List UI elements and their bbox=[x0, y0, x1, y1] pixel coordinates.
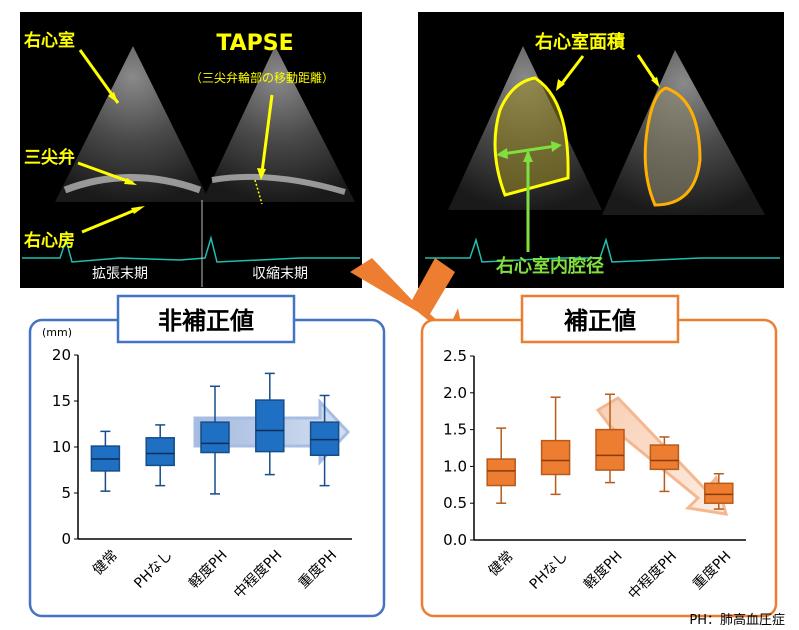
label-rv-area: 右心室面積 bbox=[535, 31, 626, 53]
tapse-subtitle: （三尖弁輪部の移動距離） bbox=[190, 70, 334, 85]
caption-end-systole: 収縮末期 bbox=[252, 266, 308, 282]
chart-title-uncorrected: 非補正値 bbox=[158, 307, 254, 335]
y-tick-label: 1.5 bbox=[443, 421, 467, 439]
box-中程度PH bbox=[649, 444, 680, 471]
caption-end-diastole: 拡張末期 bbox=[92, 266, 148, 282]
y-tick-label: 5 bbox=[61, 484, 71, 502]
box-軽度PH bbox=[200, 421, 230, 454]
y-tick-label: 0.0 bbox=[443, 531, 467, 549]
echo-panel-left: 右心室 三尖弁 右心房 TAPSE （三尖弁輪部の移動距離） 拡張末期 収縮末期 bbox=[20, 12, 362, 288]
y-tick-label: 2.5 bbox=[443, 347, 467, 365]
rv-area-outline-systole bbox=[643, 86, 702, 207]
label-tricuspid-valve: 三尖弁 bbox=[24, 147, 75, 168]
box-重度PH bbox=[309, 421, 340, 457]
y-tick-label: 0 bbox=[61, 530, 71, 548]
chart-title-corrected: 補正値 bbox=[563, 307, 636, 335]
box-軽度PH bbox=[595, 428, 625, 471]
box-中程度PH bbox=[255, 399, 285, 453]
y-tick-label: 15 bbox=[52, 392, 71, 410]
y-tick-label: 1.0 bbox=[443, 457, 467, 475]
chart-corrected: 補正値 0.00.51.01.52.02.5健常 PHなし 軽度PH 中程度PH 重度P… bbox=[420, 294, 778, 618]
y-tick-label: 20 bbox=[52, 346, 71, 364]
box-重度PH bbox=[704, 482, 734, 504]
ecg-trace-right bbox=[425, 237, 780, 263]
label-right-ventricle: 右心室 bbox=[24, 30, 75, 51]
box-PHなし bbox=[540, 439, 571, 476]
echo-sector-diastole bbox=[55, 46, 210, 202]
tapse-title: TAPSE bbox=[216, 31, 293, 56]
rv-area-outline-diastole bbox=[493, 76, 570, 197]
ecg-trace bbox=[22, 235, 360, 263]
y-tick-label: 0.5 bbox=[443, 494, 467, 512]
footnote: PH：肺高血圧症 bbox=[689, 612, 785, 628]
echo-panel-right: 右心室内腔径 右心室面積 bbox=[418, 12, 784, 288]
echo-sector-systole bbox=[202, 46, 355, 202]
label-rv-diameter: 右心室内腔径 bbox=[496, 255, 604, 277]
box-健常 bbox=[486, 458, 516, 487]
y-axis-unit: (mm) bbox=[42, 326, 72, 339]
box-PHなし bbox=[145, 437, 175, 467]
y-tick-label: 2.0 bbox=[443, 384, 467, 402]
label-right-atrium: 右心房 bbox=[24, 230, 75, 251]
y-tick-label: 10 bbox=[52, 438, 71, 456]
